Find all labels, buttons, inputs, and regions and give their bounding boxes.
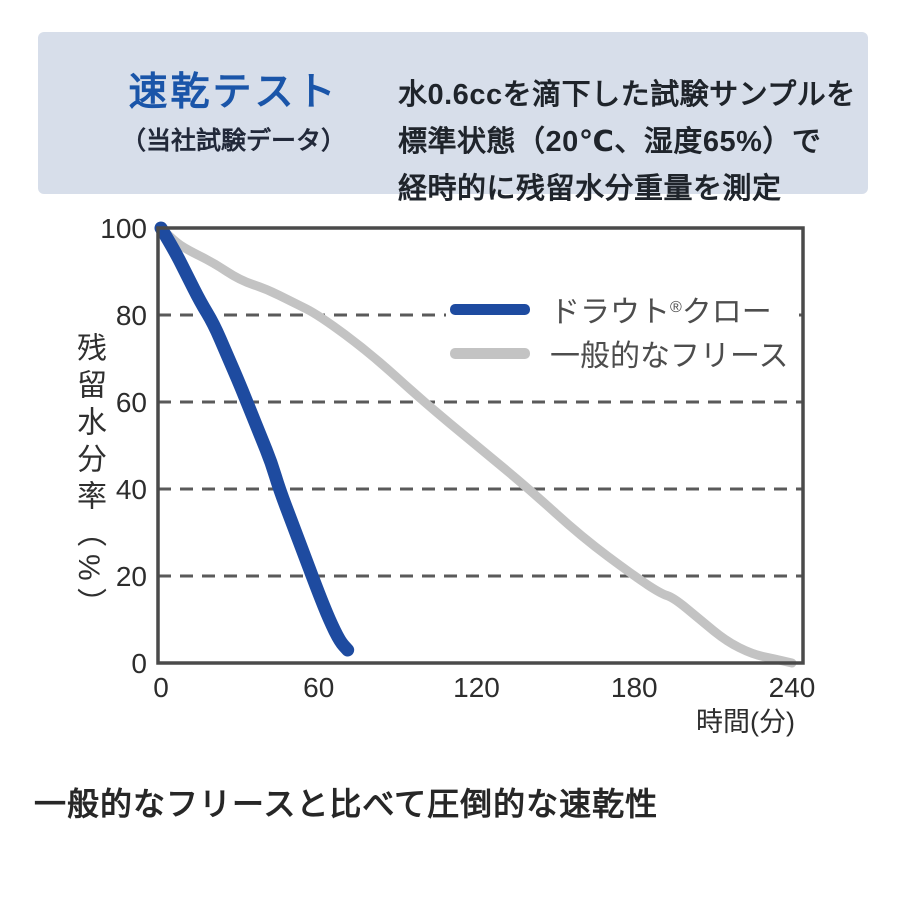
- test-description-line: 標準状態（20℃、湿度65%）で: [398, 119, 856, 166]
- y-tick-label-60: 60: [116, 387, 147, 418]
- legend-label: 一般的なフリース: [550, 331, 789, 375]
- y-tick-label-40: 40: [116, 474, 147, 505]
- test-description-line: 水0.6ccを滴下した試験サンプルを: [398, 72, 856, 119]
- y-tick-label-20: 20: [116, 561, 147, 592]
- chart-section: 0 20 40 60 80 100 0 60 120 180 240 時間(分) 残留水分率（%）…: [0, 200, 900, 760]
- x-axis-title: 時間(分): [696, 707, 795, 737]
- legend-item-drought-claw: ドラウト®クロー: [450, 287, 789, 331]
- legend-item-generic-fleece: 一般的なフリース: [450, 331, 789, 375]
- x-tick-label-120: 120: [453, 672, 500, 703]
- test-description: 水0.6ccを滴下した試験サンプルを 標準状態（20℃、湿度65%）で 経時的に…: [398, 72, 856, 213]
- x-tick-label-0: 0: [153, 672, 169, 703]
- legend-label: ドラウト®クロー: [550, 287, 772, 331]
- gray-line-swatch: [450, 348, 530, 359]
- x-tick-label-180: 180: [611, 672, 658, 703]
- header-title-column: 速乾テスト （当社試験データ）: [96, 70, 371, 157]
- conclusion-caption: 一般的なフリースと比べて圧倒的な速乾性: [34, 779, 658, 825]
- page-subtitle: （当社試験データ）: [96, 121, 371, 157]
- line-chart: 0 20 40 60 80 100 0 60 120 180 240 時間(分): [0, 200, 900, 745]
- page: 速乾テスト （当社試験データ） 水0.6ccを滴下した試験サンプルを 標準状態（…: [0, 0, 900, 900]
- blue-line-swatch: [450, 304, 530, 315]
- x-axis-tick-labels: 0 60 120 180 240: [153, 672, 815, 703]
- y-tick-label-0: 0: [131, 648, 147, 679]
- y-tick-label-80: 80: [116, 300, 147, 331]
- registered-trademark-icon: ®: [670, 299, 682, 316]
- page-title: 速乾テスト: [96, 70, 371, 116]
- y-tick-label-100: 100: [100, 213, 147, 244]
- header-panel: 速乾テスト （当社試験データ） 水0.6ccを滴下した試験サンプルを 標準状態（…: [38, 32, 868, 194]
- x-tick-label-240: 240: [769, 672, 816, 703]
- series-line-ドラウト®クロー: [161, 228, 348, 650]
- chart-legend: ドラウト®クロー 一般的なフリース: [446, 285, 799, 377]
- x-tick-label-60: 60: [303, 672, 334, 703]
- y-axis-title: 残留水分率（%）: [66, 332, 110, 625]
